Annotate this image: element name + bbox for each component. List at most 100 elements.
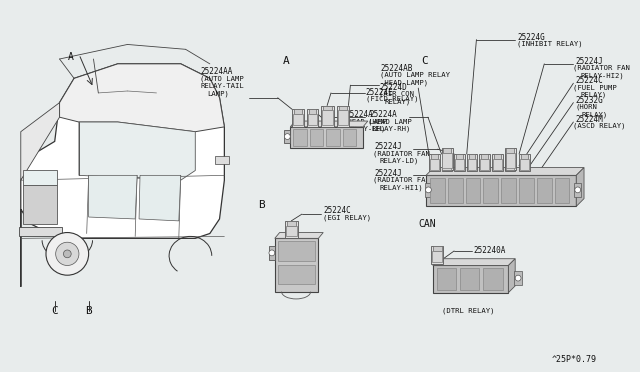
Bar [339, 106, 348, 110]
Bar [321, 106, 334, 127]
Bar [429, 154, 440, 171]
Text: (FUEL PUMP: (FUEL PUMP [573, 84, 617, 91]
Bar [492, 154, 502, 171]
Bar [454, 154, 465, 171]
Bar [308, 114, 317, 125]
Polygon shape [508, 259, 515, 293]
Bar [287, 221, 296, 226]
Bar [537, 178, 552, 203]
Circle shape [269, 250, 275, 256]
Text: 25224A: 25224A [370, 110, 397, 119]
Text: 25224AA: 25224AA [200, 67, 232, 76]
Bar [22, 170, 57, 185]
Bar [481, 154, 488, 159]
Polygon shape [60, 64, 225, 132]
Text: A: A [68, 52, 74, 62]
Text: RELAY): RELAY) [580, 92, 606, 99]
Circle shape [515, 275, 521, 281]
Bar [284, 130, 291, 143]
Bar [285, 221, 298, 238]
Circle shape [63, 250, 71, 258]
Circle shape [46, 232, 88, 275]
Text: ^25P*0.79: ^25P*0.79 [552, 355, 597, 364]
Bar [506, 148, 514, 153]
Bar [275, 238, 318, 292]
Text: C: C [51, 306, 58, 316]
Polygon shape [275, 232, 323, 238]
Polygon shape [576, 167, 584, 206]
Text: LAMP): LAMP) [207, 91, 228, 97]
Text: 25224C: 25224C [575, 77, 603, 86]
Bar [555, 178, 570, 203]
Text: RELAY-LH): RELAY-LH) [346, 126, 386, 132]
Text: RELAY-TAIL: RELAY-TAIL [200, 83, 244, 89]
Bar [479, 154, 490, 171]
Text: RELAY): RELAY) [385, 99, 411, 105]
Text: 25232G: 25232G [575, 96, 603, 105]
Text: (HEAD LAMP: (HEAD LAMP [342, 118, 387, 125]
Bar [291, 127, 363, 148]
Bar [342, 129, 356, 146]
Bar [460, 269, 479, 290]
Polygon shape [79, 122, 195, 180]
Polygon shape [20, 64, 225, 287]
Bar [519, 178, 534, 203]
Bar [442, 148, 453, 170]
Bar [433, 246, 442, 251]
Bar [442, 154, 452, 171]
Bar [468, 159, 476, 170]
Bar [269, 246, 275, 260]
Bar [310, 129, 323, 146]
Bar [468, 154, 476, 159]
Text: (INHIBIT RELAY): (INHIBIT RELAY) [517, 41, 583, 47]
Bar [278, 264, 314, 284]
Bar [293, 114, 303, 125]
Bar [574, 183, 581, 197]
Bar [455, 159, 464, 170]
Bar [433, 266, 508, 293]
Bar [444, 154, 451, 159]
Bar [22, 185, 57, 224]
Bar [308, 109, 316, 114]
Text: (AIR CON: (AIR CON [380, 91, 415, 97]
Circle shape [575, 187, 580, 193]
Text: 25224E: 25224E [517, 173, 545, 182]
Bar [338, 110, 348, 125]
Polygon shape [291, 121, 368, 127]
Bar [444, 148, 451, 153]
Text: (AUTO LAMP RELAY: (AUTO LAMP RELAY [380, 71, 451, 78]
Bar [436, 269, 456, 290]
Bar [493, 159, 502, 170]
Bar [307, 109, 318, 127]
Text: (HORN: (HORN [575, 103, 597, 110]
Polygon shape [426, 167, 584, 175]
Text: RELAY): RELAY) [581, 111, 607, 118]
Text: (DTRL RELAY): (DTRL RELAY) [442, 307, 495, 314]
Circle shape [284, 134, 291, 140]
Text: A: A [282, 56, 289, 66]
Text: RELAY-HI1): RELAY-HI1) [380, 184, 423, 190]
Bar [465, 178, 481, 203]
Bar [323, 106, 332, 110]
Text: -HEAD LAMP): -HEAD LAMP) [380, 79, 429, 86]
Bar [442, 153, 452, 167]
Bar [467, 154, 477, 171]
Text: 25224E: 25224E [366, 88, 394, 97]
Bar [448, 178, 463, 203]
Bar [430, 159, 438, 170]
Bar [19, 227, 63, 237]
Bar [426, 175, 576, 206]
Circle shape [426, 187, 431, 193]
Bar [504, 154, 515, 171]
Text: 25224D: 25224D [380, 83, 407, 92]
Text: 25224A: 25224A [346, 110, 373, 119]
Bar [506, 154, 513, 159]
Text: (ASCD RELAY): (ASCD RELAY) [573, 123, 626, 129]
Polygon shape [139, 175, 180, 221]
Bar [293, 129, 307, 146]
Text: (RADIATOR FAN: (RADIATOR FAN [372, 150, 429, 157]
Text: 252240A: 252240A [474, 246, 506, 255]
Bar [519, 154, 530, 171]
Polygon shape [433, 259, 515, 266]
Text: 25224J: 25224J [374, 169, 403, 177]
